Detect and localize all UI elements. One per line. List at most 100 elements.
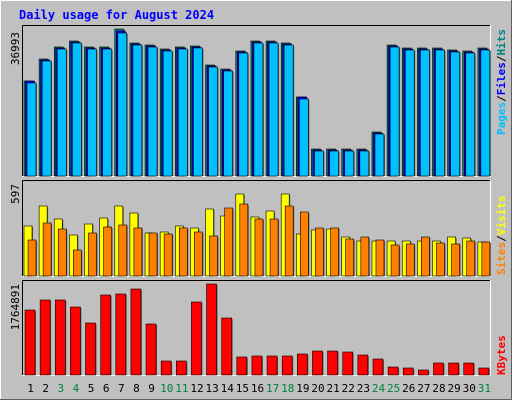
bar-kbytes-day-18: [281, 355, 293, 376]
bar-kbytes-day-1: [24, 309, 36, 376]
bar-sites-day-11: [178, 227, 188, 277]
x-label-day-8: 8: [133, 382, 140, 395]
bar-pages-day-31: [480, 49, 491, 177]
bar-sites-day-22: [345, 238, 355, 277]
bar-pages-day-16: [253, 42, 264, 177]
bar-sites-day-21: [330, 227, 339, 277]
bar-sites-day-20: [315, 227, 324, 277]
x-label-day-31: 31: [478, 382, 491, 395]
x-label-day-10: 10: [160, 382, 173, 395]
bar-sites-day-25: [390, 244, 400, 277]
y-tick-label-bottom: 1764891: [9, 284, 22, 330]
bar-kbytes-day-20: [312, 350, 323, 376]
bar-pages-day-1: [26, 82, 37, 177]
x-label-day-12: 12: [190, 382, 203, 395]
bar-kbytes-day-16: [251, 355, 263, 376]
legend-bottom: KBytes: [495, 335, 508, 375]
x-label-day-20: 20: [311, 382, 324, 395]
bar-pages-day-8: [132, 44, 143, 177]
bar-sites-day-19: [300, 211, 309, 277]
bar-pages-day-19: [299, 98, 309, 177]
x-label-day-2: 2: [42, 382, 49, 395]
bar-sites-day-7: [118, 224, 128, 277]
legend-top-part-1: /: [495, 95, 508, 102]
bar-sites-day-29: [451, 243, 460, 277]
x-label-day-29: 29: [448, 382, 461, 395]
x-label-day-17: 17: [266, 382, 279, 395]
x-label-day-5: 5: [88, 382, 95, 395]
bar-pages-day-5: [87, 48, 97, 177]
bar-sites-day-8: [133, 227, 143, 277]
bar-kbytes-day-22: [342, 351, 354, 376]
bar-kbytes-day-24: [372, 358, 384, 376]
bar-pages-day-2: [41, 60, 52, 177]
bar-sites-day-6: [103, 226, 112, 277]
bar-kbytes-day-31: [478, 367, 490, 376]
x-label-day-19: 19: [296, 382, 309, 395]
x-label-day-28: 28: [432, 382, 445, 395]
bar-kbytes-day-12: [191, 301, 202, 376]
legend-top: Pages/Files/Hits: [495, 29, 508, 135]
bar-pages-day-20: [314, 150, 324, 177]
x-label-day-23: 23: [357, 382, 370, 395]
bar-sites-day-15: [239, 203, 249, 277]
bar-pages-day-29: [450, 51, 460, 177]
bar-kbytes-day-27: [418, 369, 429, 376]
bar-pages-day-27: [420, 49, 430, 177]
bar-sites-day-28: [436, 242, 445, 277]
x-label-day-16: 16: [251, 382, 264, 395]
bar-kbytes-day-13: [206, 283, 217, 376]
x-label-day-30: 30: [463, 382, 476, 395]
bar-kbytes-day-10: [160, 360, 172, 376]
legend-mid-part-2: Visits: [495, 196, 508, 236]
bar-sites-day-2: [42, 222, 52, 277]
bar-pages-day-26: [404, 49, 415, 177]
bar-pages-day-24: [374, 133, 385, 177]
bar-pages-day-23: [359, 150, 370, 177]
bar-sites-day-16: [254, 218, 264, 277]
legend-top-part-3: /: [495, 55, 508, 62]
bar-kbytes-day-28: [433, 362, 444, 376]
bar-kbytes-day-29: [448, 362, 459, 376]
bar-kbytes-day-15: [236, 356, 248, 376]
legend-mid-part-0: Sites: [495, 242, 508, 275]
legend-middle: Sites/Visits: [495, 196, 508, 276]
x-axis-labels: 1 2 3 4 5 6 7 8 9 10 11 12 13 14 15 16 17 18 19 20 21 22 23 24 2…: [27, 382, 491, 395]
bar-kbytes-day-30: [463, 362, 475, 376]
x-label-day-3: 3: [58, 382, 65, 395]
bar-sites-day-18: [284, 205, 294, 277]
bar-sites-day-3: [57, 228, 67, 277]
bar-kbytes-day-8: [130, 288, 142, 376]
bar-kbytes-day-25: [387, 366, 399, 376]
x-label-day-7: 7: [118, 382, 125, 395]
bar-pages-day-21: [329, 150, 339, 177]
bar-kbytes-day-5: [85, 322, 96, 376]
x-label-day-9: 9: [148, 382, 155, 395]
bar-kbytes-day-9: [145, 323, 157, 376]
bars: [23, 28, 491, 376]
x-label-day-11: 11: [175, 382, 188, 395]
bar-pages-day-9: [147, 46, 158, 177]
bar-sites-day-23: [360, 236, 370, 277]
bar-pages-day-7: [117, 32, 128, 177]
x-label-day-1: 1: [27, 382, 34, 395]
x-label-day-18: 18: [281, 382, 294, 395]
bar-sites-day-10: [163, 233, 173, 277]
x-label-day-4: 4: [73, 382, 80, 395]
bar-pages-day-28: [435, 49, 445, 177]
x-label-day-25: 25: [387, 382, 400, 395]
legend-top-part-4: Hits: [495, 29, 508, 56]
bar-kbytes-day-7: [115, 293, 127, 376]
bar-kbytes-day-17: [266, 355, 278, 376]
bar-sites-day-1: [27, 239, 37, 277]
legend-bot-part-0: KBytes: [495, 335, 508, 375]
bar-sites-day-24: [375, 239, 385, 277]
bar-pages-day-12: [193, 47, 203, 177]
x-label-day-26: 26: [402, 382, 415, 395]
bar-kbytes-day-14: [221, 317, 232, 376]
legend-top-part-2: Files: [495, 62, 508, 95]
bar-pages-day-15: [238, 52, 249, 177]
bar-pages-day-14: [223, 70, 233, 177]
bar-pages-day-4: [72, 42, 82, 177]
